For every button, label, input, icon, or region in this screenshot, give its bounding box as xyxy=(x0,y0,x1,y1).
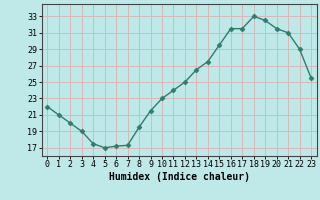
X-axis label: Humidex (Indice chaleur): Humidex (Indice chaleur) xyxy=(109,172,250,182)
